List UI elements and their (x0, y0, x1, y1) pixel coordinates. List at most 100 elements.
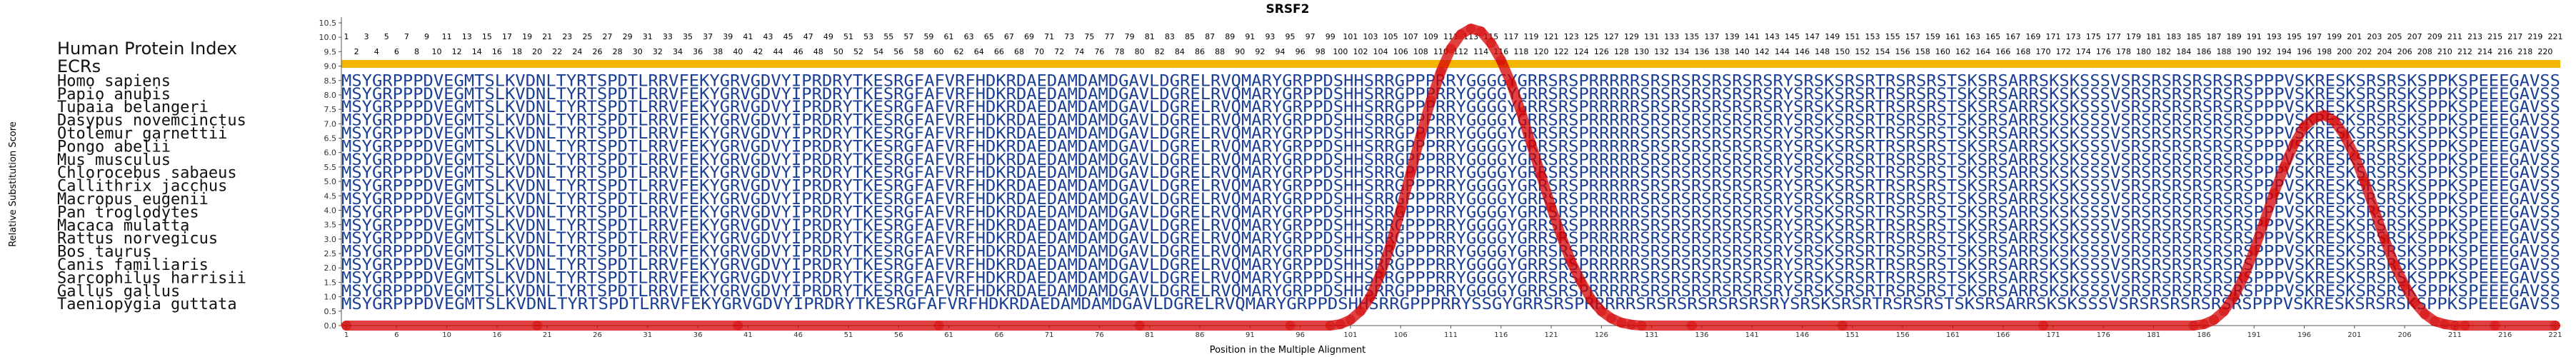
top-index-label: 129 (1624, 32, 1639, 41)
x-tick-label: 1 (344, 331, 349, 339)
score-point (933, 321, 944, 331)
x-tick-label: 151 (1845, 331, 1859, 339)
top-index-label: 98 (1315, 47, 1325, 56)
top-index-label: 183 (2166, 32, 2181, 41)
top-index-label: 57 (903, 32, 913, 41)
sequence-row: MSYGRPPPDVEGMTSLKVDNLTYRTSPDTLRRVFEKYGRV… (341, 99, 2560, 116)
top-index-label: 34 (673, 47, 683, 56)
score-point (1375, 268, 1386, 279)
top-index-label: 53 (863, 32, 873, 41)
species-label: Pongo abelii (57, 138, 171, 156)
top-index-label: 93 (1265, 32, 1275, 41)
y-tick-label: 10.0 (319, 33, 337, 42)
top-index-label: 35 (683, 32, 693, 41)
top-index-label: 112 (1453, 47, 1468, 56)
species-label: Taeniopygia guttata (57, 296, 237, 313)
score-point (2289, 139, 2300, 149)
y-axis-ticks: 0.0 0.5 1.0 1.5 2.0 2.5 3.0 3.5 4.0 4.5 5.0 5.5 6.0 6… (319, 19, 341, 331)
top-index-label: 51 (843, 32, 853, 41)
top-index-label: 157 (1905, 32, 1920, 41)
top-index-label: 24 (572, 47, 582, 56)
score-point (733, 321, 743, 331)
score-point (2369, 205, 2380, 216)
x-tick-label: 221 (2548, 331, 2562, 339)
top-index-label: 22 (552, 47, 562, 56)
top-index-label: 135 (1684, 32, 1699, 41)
top-index-label: 55 (883, 32, 893, 41)
top-index-label: 119 (1523, 32, 1538, 41)
score-point (2249, 246, 2260, 256)
score-point (1134, 321, 1145, 331)
top-index-label: 65 (984, 32, 994, 41)
sequence-row: MSYGRPPPDVEGMTSLKVDNLTYRTSPDTLRRVFEKYGRV… (341, 138, 2560, 156)
top-index-label: 198 (2317, 47, 2332, 56)
top-index-label: 38 (713, 47, 723, 56)
top-index-label: 155 (1885, 32, 1900, 41)
y-tick-label: 3.5 (324, 221, 337, 230)
top-index-label: 109 (1423, 32, 1438, 41)
top-index-label: 141 (1745, 32, 1760, 41)
ecr-segment (341, 60, 2560, 68)
top-index-label: 48 (813, 47, 823, 56)
score-point (2359, 176, 2370, 187)
top-index-label: 32 (653, 47, 663, 56)
top-index-label: 64 (974, 47, 984, 56)
sequence-row: MSYGRPPPDVEGMTSLKVDNLTYRTSPDTLRRVFEKYGRV… (341, 191, 2560, 208)
top-index-label: 15 (482, 32, 492, 41)
top-index-label: 26 (593, 47, 603, 56)
species-label: Chlorocebus sabaeus (57, 164, 237, 182)
top-index-label: 73 (1064, 32, 1074, 41)
top-index-label: 150 (1835, 47, 1850, 56)
score-point (2038, 321, 2048, 331)
species-label: Bos taurus (57, 243, 151, 261)
top-index-label: 144 (1775, 47, 1790, 56)
sequence-row: MSYGRPPPDVEGMTSLKVDNLTYRTSPDTLRRVFEKYGRV… (341, 283, 2560, 301)
top-index-label: 79 (1125, 32, 1135, 41)
species-label: Tupaia belangeri (57, 99, 209, 116)
score-point (1455, 29, 1466, 40)
x-tick-label: 186 (2197, 331, 2210, 339)
top-index-label: 178 (2116, 47, 2131, 56)
score-point (2400, 280, 2410, 291)
x-tick-label: 191 (2247, 331, 2261, 339)
sequence-row: MSYGRPPPDVEGMTSLKVDNLTYRTSPDTLRRVFEKYGRV… (341, 112, 2560, 130)
sequence-row: MSYGRPPPDVEGMTSLKVDNLTYRTSPDTLRRVFEKYGRV… (341, 164, 2560, 182)
species-label: Dasypus novemcinctus (57, 112, 246, 130)
top-index-label: 185 (2186, 32, 2201, 41)
top-index-label: 81 (1145, 32, 1155, 41)
x-tick-label: 36 (693, 331, 703, 339)
top-index-label: 31 (643, 32, 653, 41)
top-index-label: 173 (2066, 32, 2081, 41)
score-point (1596, 306, 1607, 316)
top-index-label: 66 (994, 47, 1004, 56)
score-point (1395, 205, 1406, 216)
top-index-label: 45 (783, 32, 793, 41)
top-index-label: 80 (1135, 47, 1145, 56)
top-index-label: 200 (2337, 47, 2352, 56)
top-index-label: 149 (1825, 32, 1840, 41)
x-tick-label: 161 (1946, 331, 1960, 339)
score-point (2390, 260, 2400, 271)
top-index-label: 36 (693, 47, 703, 56)
top-index-label: 163 (1965, 32, 1980, 41)
x-tick-label: 181 (2147, 331, 2160, 339)
top-index-label: 83 (1165, 32, 1175, 41)
species-label: Homo sapiens (57, 72, 171, 90)
score-point (1586, 294, 1597, 305)
top-index-label: 85 (1185, 32, 1195, 41)
score-point (2420, 308, 2430, 319)
score-point (2450, 321, 2460, 331)
x-tick-label: 61 (944, 331, 953, 339)
species-label: Callithrix jacchus (57, 178, 227, 196)
sequence-row: MSYGRPPPDVEGMTSLKVDNLTYRTSPDTLRRVFEKYGRV… (341, 296, 2560, 313)
top-index-label: 164 (1975, 47, 1990, 56)
top-index-label: 192 (2257, 47, 2272, 56)
top-index-label: 86 (1195, 47, 1205, 56)
top-index-label: 165 (1985, 32, 2000, 41)
top-index-label: 124 (1574, 47, 1589, 56)
top-index-label: 88 (1215, 47, 1225, 56)
top-index-label: 9 (424, 32, 429, 41)
top-index-label: 6 (394, 47, 399, 56)
x-tick-label: 196 (2297, 331, 2311, 339)
ecr-bar (341, 60, 2560, 68)
